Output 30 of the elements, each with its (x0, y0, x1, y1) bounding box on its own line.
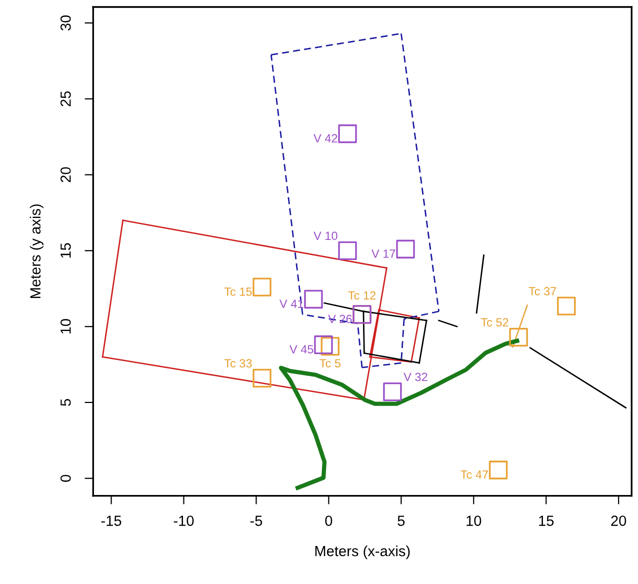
x-tick-label: -10 (174, 516, 194, 526)
annotation: Tc 37 (528, 287, 556, 296)
annotation: V 41 (280, 300, 304, 308)
y-axis-title: Meters (y axis) (30, 204, 44, 298)
y-tick-label: 0 (60, 474, 71, 482)
annotation: V 17 (372, 250, 396, 258)
y-tick-label: 20 (60, 167, 71, 182)
x-tick-label: 5 (398, 516, 405, 526)
x-tick-label: 10 (466, 516, 482, 526)
annotation: V 32 (404, 372, 428, 382)
x-tick-label: -5 (250, 516, 262, 526)
annotation: V 10 (314, 232, 338, 240)
x-tick-label: -15 (101, 516, 122, 526)
annotation: Tc 52 (480, 318, 508, 327)
x-tick-label: 20 (611, 516, 626, 526)
annotation: V 42 (314, 134, 338, 142)
y-tick-label: 10 (60, 319, 71, 334)
annotation: Tc 33 (224, 359, 252, 368)
annotation: V 45 (290, 345, 314, 354)
y-tick-label: 5 (60, 399, 71, 406)
x-tick-label: 0 (325, 516, 332, 526)
annotation: Tc 47 (460, 470, 488, 479)
y-tick-label: 15 (60, 243, 71, 258)
annotation: Tc 15 (224, 288, 252, 296)
y-tick-label: 25 (60, 91, 71, 106)
x-tick-label: 15 (539, 516, 554, 526)
x-axis-title: Meters (x-axis) (315, 546, 410, 560)
y-tick-label: 30 (60, 15, 71, 30)
annotation: Tc 12 (348, 291, 376, 300)
annotation: Tc 5 (320, 359, 340, 368)
